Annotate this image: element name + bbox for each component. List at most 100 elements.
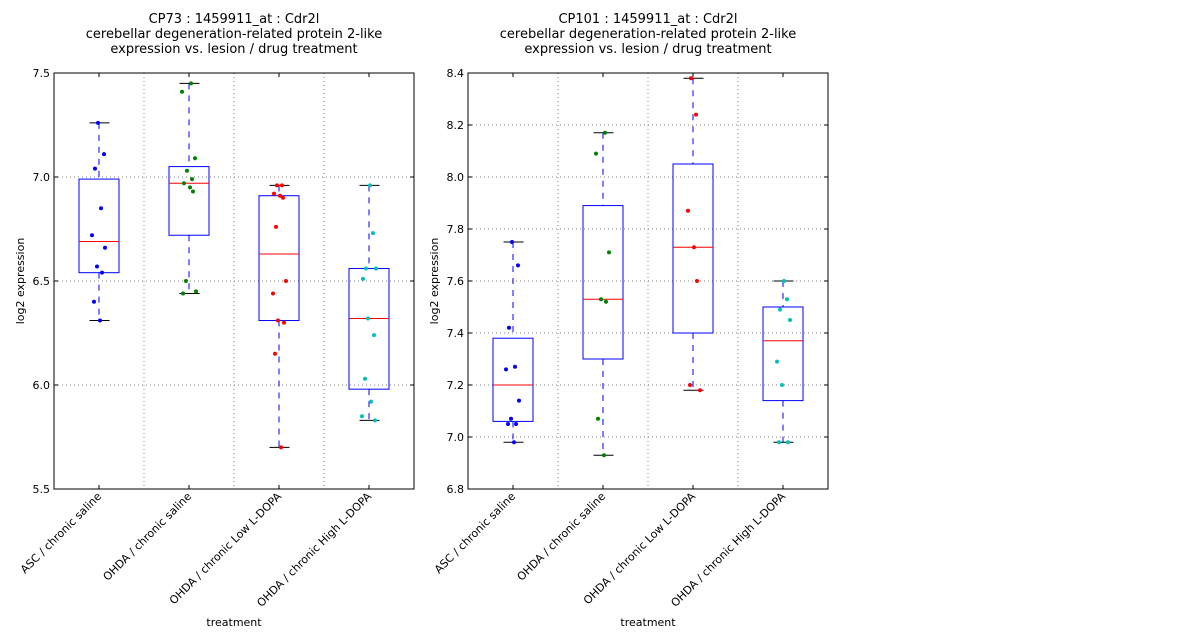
- data-point: [364, 266, 368, 271]
- y-tick-label: 6.5: [33, 275, 51, 288]
- chart-title: CP73 : 1459911_at : Cdr2l cerebellar dege…: [86, 12, 382, 57]
- data-point: [695, 279, 699, 283]
- box-1: [492, 240, 534, 445]
- y-tick-label: 7.5: [33, 67, 51, 80]
- data-point: [788, 318, 792, 322]
- chart-panel-1: CP73 : 1459911_at : Cdr2l cerebellar dege…: [14, 12, 415, 629]
- iqr-box: [762, 306, 804, 402]
- data-point: [506, 422, 510, 426]
- data-point: [785, 297, 789, 302]
- data-point: [775, 359, 779, 364]
- y-tick-label: 8.4: [447, 67, 465, 80]
- data-point: [516, 263, 520, 268]
- data-point: [782, 279, 786, 283]
- y-tick-label: 8.2: [447, 119, 465, 132]
- iqr-box: [582, 205, 624, 360]
- data-point: [373, 418, 377, 423]
- data-point: [182, 181, 186, 186]
- y-tick-label: 7.8: [447, 223, 465, 236]
- data-point: [190, 177, 194, 182]
- y-tick-label: 6.0: [33, 379, 51, 392]
- y-tick-label: 8.0: [447, 171, 465, 184]
- y-tick-label: 7.0: [33, 171, 51, 184]
- box-4: [762, 279, 804, 445]
- iqr-box: [258, 195, 300, 322]
- data-point: [603, 130, 607, 135]
- data-point: [514, 422, 518, 426]
- data-point: [184, 279, 188, 283]
- data-point: [596, 416, 600, 421]
- data-point: [95, 264, 99, 269]
- data-point: [275, 183, 279, 188]
- data-point: [282, 320, 286, 325]
- data-point: [99, 206, 103, 211]
- x-axis-label: treatment: [206, 616, 262, 629]
- data-point: [513, 364, 517, 369]
- data-point: [280, 183, 284, 188]
- data-point: [194, 289, 198, 294]
- data-point: [100, 270, 104, 275]
- data-point: [103, 245, 107, 250]
- data-point: [372, 333, 376, 338]
- data-point: [98, 318, 102, 323]
- box-4: [348, 183, 390, 423]
- box-1: [78, 120, 120, 323]
- data-point: [363, 376, 367, 381]
- data-point: [102, 152, 106, 157]
- data-point: [692, 245, 696, 250]
- data-point: [272, 191, 276, 196]
- iqr-box: [492, 337, 534, 422]
- data-point: [686, 208, 690, 213]
- x-tick-label: ASC / chronic saline: [18, 490, 104, 576]
- iqr-box: [168, 166, 210, 236]
- data-point: [374, 266, 378, 271]
- data-point: [599, 297, 603, 302]
- plot-frame: [467, 72, 829, 490]
- data-point: [274, 224, 278, 229]
- chart-title-line: cerebellar degeneration-related protein …: [86, 27, 382, 42]
- data-point: [694, 112, 698, 117]
- box-3: [258, 183, 300, 450]
- iqr-box: [78, 178, 120, 274]
- data-point: [366, 316, 370, 321]
- data-point: [504, 367, 508, 372]
- box-3: [672, 76, 714, 393]
- box-2: [582, 130, 624, 458]
- chart-title-line: cerebellar degeneration-related protein …: [500, 27, 796, 42]
- chart-title-line: expression vs. lesion / drug treatment: [524, 42, 771, 57]
- data-point: [361, 276, 365, 281]
- data-point: [510, 240, 514, 244]
- data-point: [604, 299, 608, 304]
- data-point: [698, 388, 702, 393]
- chart-title: CP101 : 1459911_at : Cdr2l cerebellar deg…: [500, 12, 796, 57]
- data-point: [509, 416, 513, 421]
- data-point: [371, 231, 375, 236]
- data-point: [181, 291, 185, 296]
- data-point: [278, 193, 282, 198]
- data-point: [786, 440, 790, 445]
- y-tick-label: 5.5: [33, 483, 51, 496]
- data-point: [688, 383, 692, 387]
- data-point: [188, 185, 192, 190]
- data-point: [271, 291, 275, 296]
- y-tick-label: 7.0: [447, 431, 465, 444]
- y-tick-label: 6.8: [447, 483, 465, 496]
- data-point: [96, 120, 100, 125]
- data-point: [191, 189, 195, 194]
- data-point: [507, 325, 511, 330]
- data-point: [368, 183, 372, 188]
- data-point: [284, 279, 288, 283]
- y-tick-label: 7.2: [447, 379, 465, 392]
- data-point: [689, 76, 693, 81]
- data-point: [369, 399, 373, 404]
- data-point: [276, 318, 280, 323]
- x-tick-label: ASC / chronic saline: [432, 490, 518, 576]
- data-point: [279, 445, 283, 450]
- data-point: [594, 151, 598, 156]
- data-point: [780, 383, 784, 387]
- data-point: [92, 299, 96, 304]
- data-point: [517, 398, 521, 403]
- chart-title-line: expression vs. lesion / drug treatment: [110, 42, 357, 57]
- iqr-box: [348, 268, 390, 390]
